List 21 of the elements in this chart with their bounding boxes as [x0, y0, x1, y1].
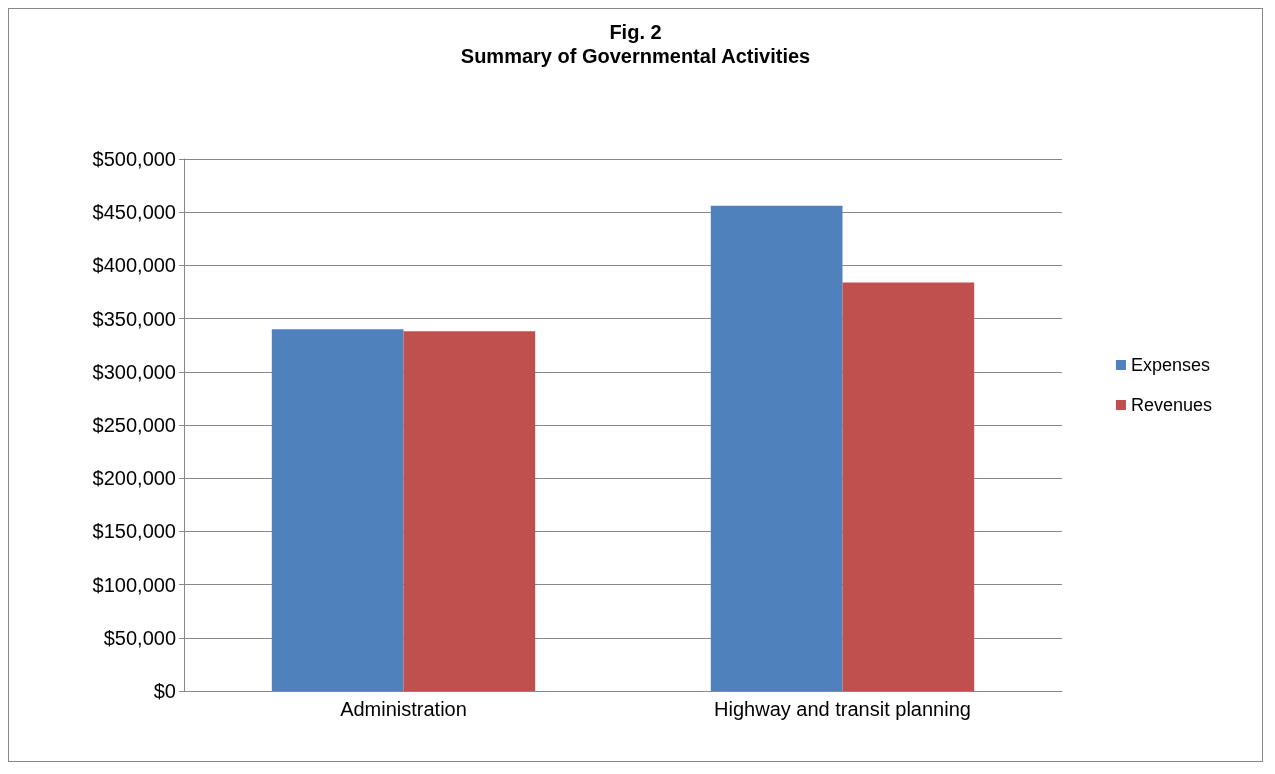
- x-tick-label: Highway and transit planning: [714, 698, 971, 720]
- y-tick-label: $300,000: [92, 360, 176, 383]
- y-tick-label: $100,000: [92, 573, 176, 596]
- bar: [842, 282, 975, 691]
- x-tick-label: Administration: [340, 698, 467, 720]
- bar: [403, 331, 536, 691]
- legend-label: Expenses: [1130, 355, 1211, 375]
- bar: [271, 329, 404, 691]
- y-tick-label: $400,000: [92, 254, 176, 277]
- y-tick-label: $250,000: [92, 414, 176, 436]
- y-tick-label: $150,000: [92, 520, 176, 543]
- legend-label: Revenues: [1130, 395, 1213, 415]
- y-tick-label: $350,000: [92, 307, 176, 330]
- y-tick-label: $50,000: [103, 626, 176, 649]
- chart-subtitle: Summary of Governmental Activities: [460, 45, 811, 67]
- y-tick-label: $200,000: [92, 467, 176, 490]
- y-tick-label: $500,000: [92, 148, 176, 170]
- chart-title: Fig. 2: [609, 21, 662, 43]
- y-tick-label: $0: [153, 680, 176, 702]
- bar: [710, 205, 843, 691]
- y-tick-label: $450,000: [92, 201, 176, 224]
